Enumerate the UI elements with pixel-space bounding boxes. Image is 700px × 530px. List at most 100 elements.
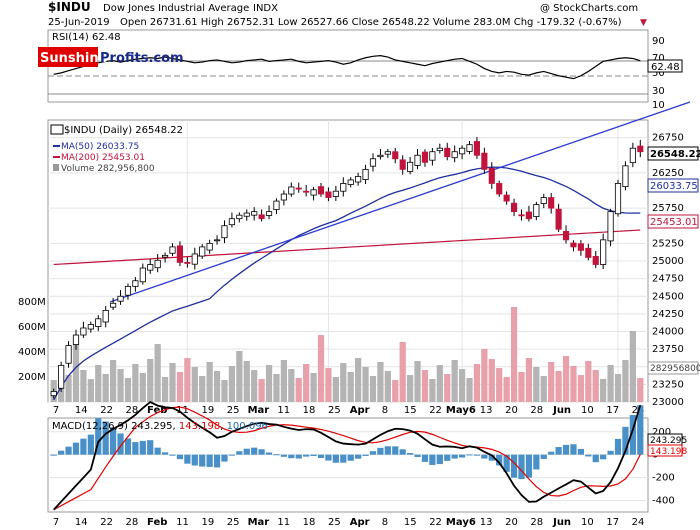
volume-bar	[161, 377, 169, 402]
macd-histogram-bar	[496, 454, 503, 466]
volume-bar	[65, 375, 72, 402]
macd-histogram-bar	[176, 454, 184, 460]
rsi-tick-label: 70	[652, 53, 665, 64]
candle-body	[124, 285, 132, 296]
candle-body	[407, 161, 414, 172]
volume-bar	[72, 337, 80, 402]
candle-body	[221, 225, 228, 239]
candle-body	[310, 189, 317, 196]
candle-body	[429, 151, 436, 161]
macd-line	[53, 400, 642, 511]
volume-bar	[518, 372, 525, 402]
candle-body	[622, 165, 629, 188]
macd-tick-label: -400	[652, 496, 675, 507]
candle-body	[600, 239, 607, 265]
x-axis-label: 11	[277, 405, 290, 416]
x-axis-label: 20	[505, 517, 518, 528]
macd-histogram-bar	[466, 454, 473, 456]
volume-bar	[481, 349, 488, 402]
rsi-panel: 90 70 50 30 10 62.48 RSI(14) 62.48	[47, 29, 683, 111]
candle-body	[444, 147, 451, 158]
macd-histogram-bar	[340, 454, 347, 463]
macd-histogram-bar	[80, 438, 87, 455]
volume-bar	[592, 370, 599, 402]
macd-histogram-bar	[503, 454, 510, 472]
macd-histogram-bar	[637, 405, 644, 455]
volume-bar	[184, 358, 191, 402]
x-axis-label: Mar	[248, 517, 270, 528]
macd-histogram-bar	[355, 454, 362, 459]
candle-body	[548, 197, 555, 209]
x-axis-label: Feb	[147, 405, 167, 416]
volume-bar	[555, 371, 562, 402]
macd-histogram-bar	[406, 453, 414, 455]
macd-histogram-bar	[347, 454, 354, 461]
volume-bar	[458, 369, 466, 402]
x-axis-label: Apr	[350, 517, 370, 528]
volume-bar	[124, 378, 132, 402]
volume-bar	[87, 379, 94, 402]
macd-histogram-bar	[213, 454, 221, 468]
volume-bar	[258, 379, 265, 402]
macd-histogram-bar	[548, 451, 555, 455]
volume-tick-label: 200M	[18, 372, 46, 383]
macd-histogram-bar	[251, 447, 258, 455]
x-axis-label: 28	[530, 405, 543, 416]
volume-bar	[570, 366, 577, 402]
x-axis-label: 22	[100, 405, 113, 416]
volume-bar	[540, 376, 547, 402]
chart-date: 25-Jun-2019	[48, 17, 110, 28]
candle-body	[258, 214, 265, 220]
x-axis-label: Apr	[350, 405, 370, 416]
macd-histogram-bar	[109, 427, 117, 455]
candle-body	[577, 243, 584, 251]
macd-histogram-bar	[303, 454, 310, 457]
macd-histogram-bar	[622, 426, 629, 455]
rsi-tick-label: 90	[652, 36, 665, 47]
volume-bar	[421, 370, 429, 402]
macd-histogram-bar	[65, 446, 72, 455]
macd-histogram-bar	[58, 450, 65, 455]
volume-bar	[243, 361, 250, 402]
price-tick-label: 25000	[652, 256, 684, 267]
volume-bar	[384, 371, 391, 402]
candle-body	[332, 190, 339, 197]
macd-histogram-bar	[562, 444, 570, 455]
volume-bar	[169, 363, 176, 402]
x-axis-label: 14	[75, 517, 88, 528]
rsi-tick-label: 30	[652, 86, 665, 97]
candle-body	[369, 158, 377, 167]
x-axis-label: 7	[53, 405, 59, 416]
quote-line: Open 26731.61 High 26752.31 Low 26527.66…	[120, 17, 622, 28]
volume-bar	[147, 359, 154, 402]
candle-body	[87, 324, 94, 330]
x-axis-label: Mar	[248, 405, 270, 416]
candle-body	[629, 147, 636, 164]
macd-histogram-bar	[399, 449, 406, 455]
volume-bar	[265, 365, 273, 402]
chart-symbol: $INDU	[48, 0, 91, 14]
macd-histogram-bar	[199, 454, 206, 467]
candle-body	[362, 168, 369, 180]
macd-histogram-bar	[147, 440, 154, 455]
macd-histogram-bar	[87, 434, 94, 455]
price-tick-label: 24500	[652, 291, 684, 302]
volume-bar	[340, 363, 347, 402]
x-axis-label: 13	[480, 405, 493, 416]
volume-bar	[466, 378, 473, 402]
candle-body	[392, 151, 399, 160]
volume-bar	[600, 379, 607, 402]
macd-histogram-bar	[362, 454, 369, 456]
sunshine-profits-logo: Sunshine Profits.com	[38, 47, 184, 67]
volume-bar	[355, 358, 362, 402]
logo-text-red: Sunshine	[40, 51, 108, 66]
candle-body	[325, 191, 332, 198]
x-axis-label: 17	[606, 517, 619, 528]
watermark: @ StockCharts.com	[540, 3, 638, 14]
x-axis-label: May6	[446, 405, 476, 416]
price-tick-label: 26250	[652, 168, 684, 179]
macd-panel: MACD(12,26,9) 243.295, 143.198, 100.096 …	[47, 400, 687, 513]
macd-histogram-bar	[510, 454, 518, 478]
price-tick-label: 25250	[652, 238, 684, 249]
x-axis-label: 10	[581, 517, 594, 528]
